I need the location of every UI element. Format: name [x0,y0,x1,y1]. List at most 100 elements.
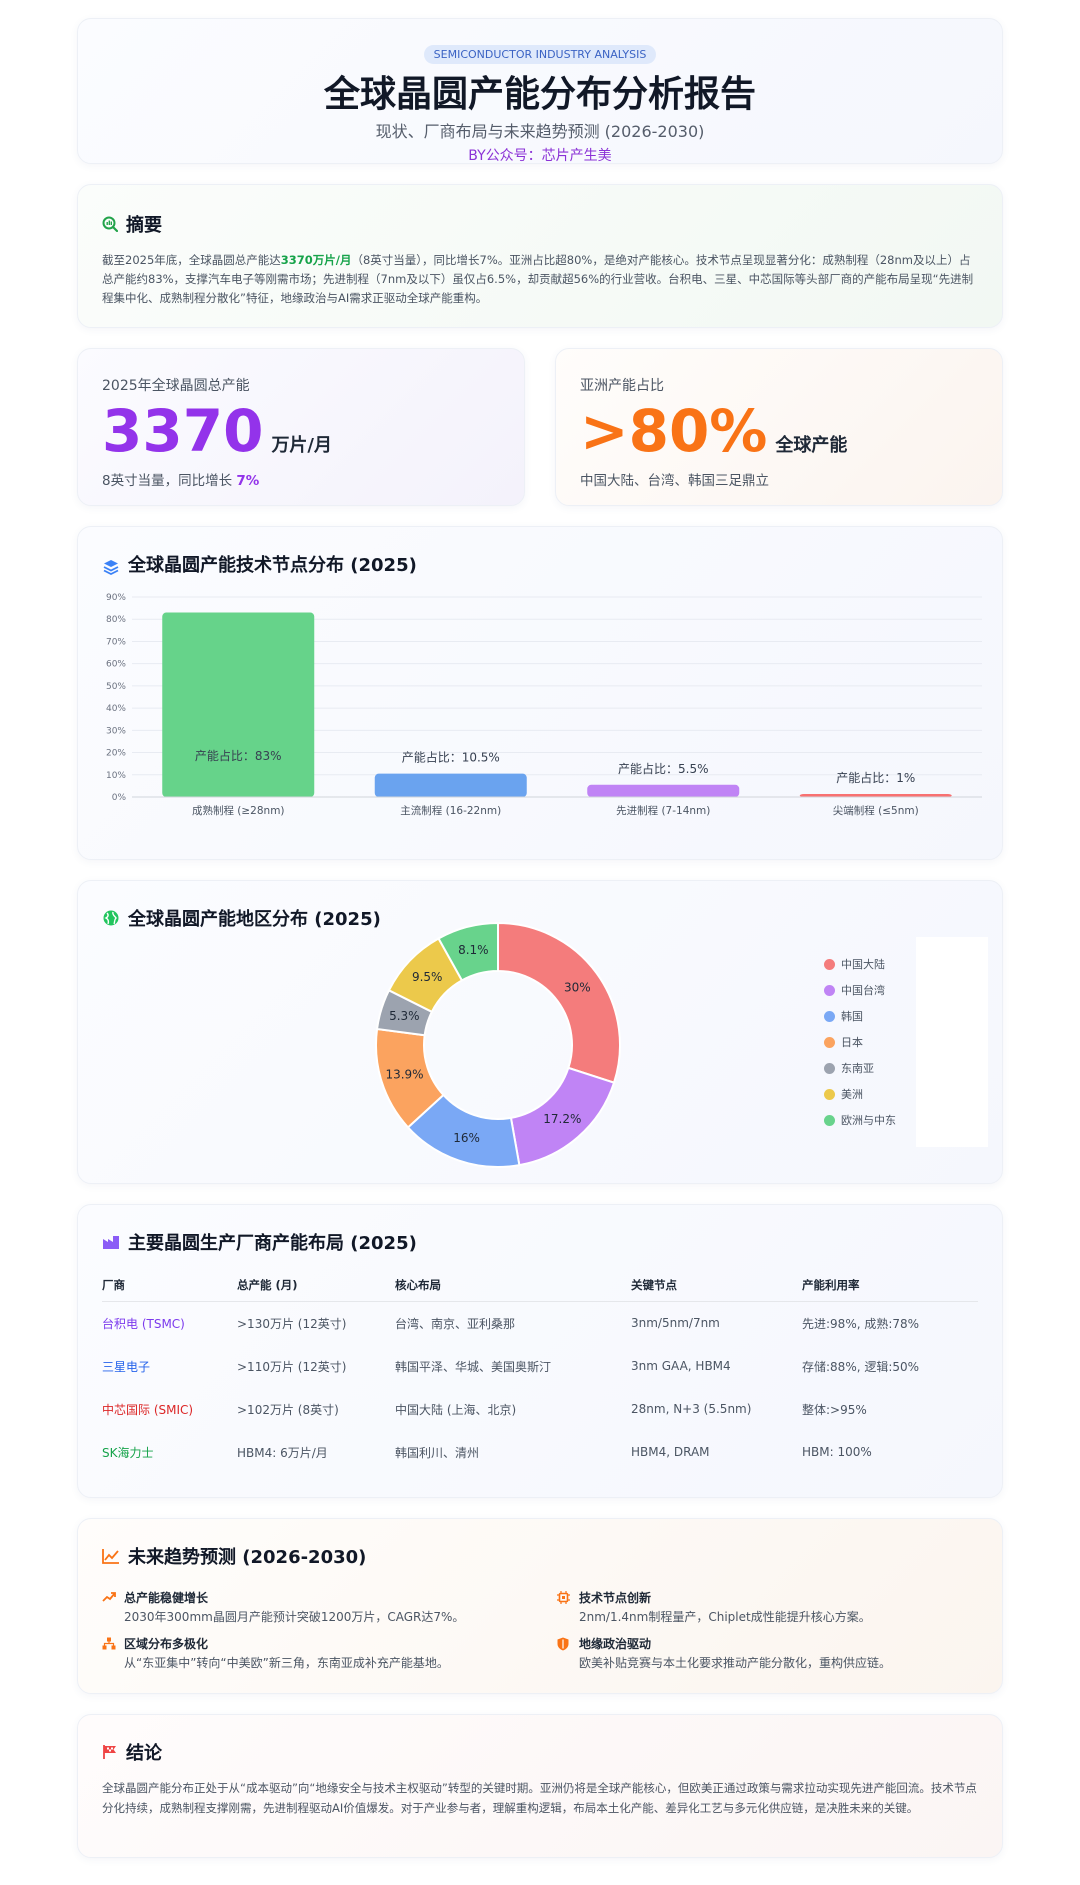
table-cell: 韩国平泽、华城、美国奥斯汀 [395,1359,552,1374]
asia-stat-unit: 全球产能 [775,435,848,456]
y-tick-label: 0% [112,793,127,803]
table-cell: 先进:98%, 成熟:78% [802,1316,920,1331]
y-tick-label: 60% [106,660,126,670]
bar-chart-heading: 全球晶圆产能技术节点分布 (2025) [102,551,978,577]
bar [374,773,527,797]
search-chart-icon [102,216,118,232]
table-cell: >110万片 (12英寸) [237,1359,347,1374]
trends-list: 总产能稳健增长 2030年300mm晶圆月产能预计突破1200万片，CAGR达7… [102,1589,978,1671]
bar-chart-title: 全球晶圆产能技术节点分布 (2025) [128,555,417,576]
legend-item[interactable]: 东南亚 [824,1055,896,1081]
donut-slice [437,921,499,982]
summary-title: 摘要 [126,215,162,236]
x-tick-label: 先进制程 (7-14nm) [616,804,710,817]
conclusion-title: 结论 [126,1743,162,1764]
trend-desc: 欧美补贴竞赛与本土化要求推动产能分散化，重构供应链。 [579,1656,892,1670]
table-row: 三星电子 >110万片 (12英寸) 韩国平泽、华城、美国奥斯汀 3nm GAA… [102,1345,978,1388]
table-cell: 存储:88%, 逻辑:50% [802,1359,920,1374]
trend-up-icon [102,1589,124,1603]
legend-swatch [824,1010,835,1022]
legend-panel [916,937,988,1147]
asia-stat-card: 亚洲产能占比 >80% 全球产能 中国大陆、台湾、韩国三足鼎立 [555,348,1003,506]
table-header-cell: 关键节点 [631,1269,802,1302]
asia-stat-label: 亚洲产能占比 [580,378,664,394]
slice-data-label: 5.3% [389,1009,420,1023]
slice-data-label: 17.2% [543,1112,581,1126]
bar [587,784,740,797]
legend-label: 日本 [841,1036,863,1049]
summary-heading: 摘要 [102,211,978,237]
y-tick-label: 70% [106,637,126,647]
legend-swatch [824,984,835,996]
donut-chart: 30% 17.2% 16% 13.9% 5.3% 9.5% 8.1% [375,921,621,1168]
trends-card: 未来趋势预测 (2026-2030) 总产能稳健增长 2030年300mm晶圆月… [77,1518,1003,1694]
capacity-highlight: 3370万片/月 [280,253,352,267]
legend-item[interactable]: 中国大陆 [824,951,896,977]
table-cell: >130万片 (12英寸) [237,1316,347,1331]
legend-item[interactable]: 欧洲与中东 [824,1107,896,1133]
legend-swatch [824,1062,835,1074]
table-title: 主要晶圆生产厂商产能布局 (2025) [128,1233,417,1254]
slice-data-label: 16% [453,1131,480,1145]
page-title: 全球晶圆产能分布分析报告 [323,74,756,115]
manufacturer-card: 主要晶圆生产厂商产能布局 (2025) 厂商 总产能 (月) 核心布局 关键节点… [77,1204,1003,1498]
table-cell: 中国大陆 (上海、北京) [395,1402,517,1417]
table-header-cell: 核心布局 [395,1269,631,1302]
trend-item: 区域分布多极化 从“东亚集中”转向“中美欧”新三角，东南亚成补充产能基地。 [102,1635,557,1671]
legend-item[interactable]: 中国台湾 [824,977,896,1003]
y-tick-label: 20% [106,749,126,759]
legend-label: 中国大陆 [841,958,885,971]
legend-item[interactable]: 美洲 [824,1081,896,1107]
node-distribution-card: 全球晶圆产能技术节点分布 (2025) 0% 10% 20% 30% 40% 50% 60%… [77,526,1003,860]
table-row: 中芯国际 (SMIC) >102万片 (8英寸) 中国大陆 (上海、北京) 28… [102,1388,978,1431]
trend-desc: 2nm/1.4nm制程量产，Chiplet成性能提升核心方案。 [579,1610,871,1624]
pie-chart-heading: 全球晶圆产能地区分布 (2025) [102,905,978,931]
legend-item[interactable]: 韩国 [824,1003,896,1029]
table-header-cell: 总产能 (月) [237,1269,395,1302]
trend-item: 技术节点创新 2nm/1.4nm制程量产，Chiplet成性能提升核心方案。 [557,1589,1012,1625]
pie-chart-title: 全球晶圆产能地区分布 (2025) [128,909,381,930]
legend-item[interactable]: 日本 [824,1029,896,1055]
conclusion-heading: 结论 [102,1739,978,1765]
table-row: 台积电 (TSMC) >130万片 (12英寸) 台湾、南京、亚利桑那 3nm/… [102,1302,978,1345]
manufacturer-name: SK海力士 [102,1445,154,1460]
table-cell: 韩国利川、清州 [395,1445,480,1460]
capacity-growth: 7% [236,473,260,489]
manufacturer-name: 中芯国际 (SMIC) [102,1402,194,1417]
x-tick-label: 尖端制程 (≤5nm) [833,804,919,817]
legend-label: 美洲 [841,1088,863,1101]
bar-chart: 0% 10% 20% 30% 40% 50% 60% 70% 80% 90% 产能占比：83% 成熟制… [106,593,982,817]
slice-data-label: 30% [564,980,591,994]
bar-data-label: 产能占比：1% [836,770,915,785]
trend-title: 总产能稳健增长 [124,1591,209,1605]
x-tick-label: 成熟制程 (≥28nm) [192,804,285,817]
legend-swatch [824,1114,835,1126]
trend-item: 总产能稳健增长 2030年300mm晶圆月产能预计突破1200万片，CAGR达7… [102,1589,557,1625]
y-tick-label: 90% [106,593,126,603]
capacity-stat-label: 2025年全球晶圆总产能 [102,378,250,394]
manufacturer-name: 台积电 (TSMC) [102,1316,185,1331]
trend-title: 区域分布多极化 [124,1637,209,1651]
report-header: SEMICONDUCTOR INDUSTRY ANALYSIS 全球晶圆产能分布… [77,18,1003,164]
y-tick-label: 50% [106,682,126,692]
table-heading: 主要晶圆生产厂商产能布局 (2025) [102,1229,978,1255]
table-cell: 3nm GAA, HBM4 [631,1359,731,1373]
y-tick-label: 80% [106,615,126,625]
manufacturer-table: 厂商 总产能 (月) 核心布局 关键节点 产能利用率 台积电 (TSMC) >1… [102,1269,978,1474]
trend-title: 地缘政治驱动 [579,1637,652,1651]
y-tick-label: 40% [106,704,126,714]
stats-row: 2025年全球晶圆总产能 3370 万片/月 8英寸当量，同比增长 7% 亚洲产… [77,348,1003,506]
summary-text: 截至2025年底，全球晶圆总产能达3370万片/月（8英寸当量），同比增长7%。… [102,253,974,305]
table-header-cell: 厂商 [102,1269,237,1302]
table-cell: HBM4, DRAM [631,1445,710,1459]
donut-slice [497,921,621,1084]
table-cell: >102万片 (8英寸) [237,1402,339,1417]
bar [162,612,315,797]
industry-tag: SEMICONDUCTOR INDUSTRY ANALYSIS [423,45,657,64]
network-icon [102,1635,124,1650]
asia-stat-value: >80% [580,397,768,465]
chart-legend: 中国大陆中国台湾 韩国日本东南亚美洲欧洲与中东 [824,951,896,1133]
slice-data-label: 9.5% [412,970,443,984]
trend-title: 技术节点创新 [579,1591,652,1605]
trends-title: 未来趋势预测 (2026-2030) [128,1547,367,1568]
